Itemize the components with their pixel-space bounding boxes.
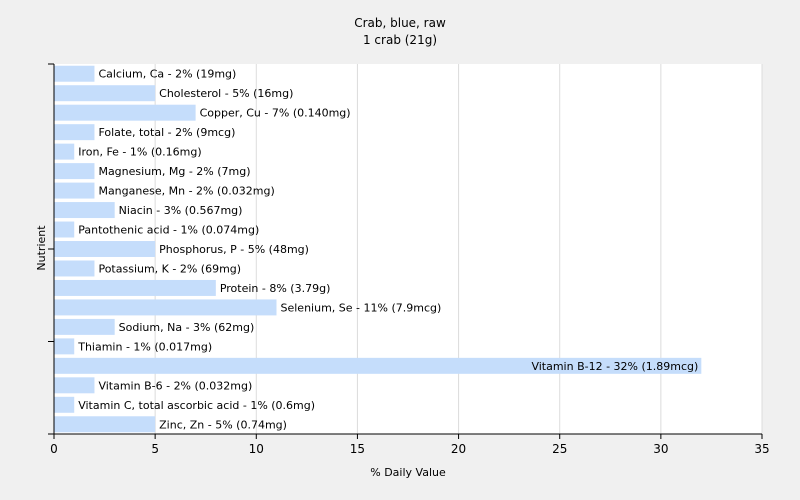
x-tick-label: 10 xyxy=(249,442,264,456)
x-tick-label: 20 xyxy=(451,442,466,456)
bar xyxy=(54,299,277,316)
chart-title: Crab, blue, raw xyxy=(354,16,446,30)
x-tick-label: 15 xyxy=(350,442,365,456)
bar xyxy=(54,143,75,160)
bar xyxy=(54,124,95,141)
bar xyxy=(54,357,702,374)
chart-subtitle: 1 crab (21g) xyxy=(363,33,437,47)
bar xyxy=(54,260,95,277)
x-tick-label: 25 xyxy=(552,442,567,456)
bar-label: Protein - 8% (3.79g) xyxy=(220,282,331,295)
x-tick-label: 30 xyxy=(653,442,668,456)
bar-label: Thiamin - 1% (0.017mg) xyxy=(77,340,212,353)
bar xyxy=(54,377,95,394)
bar-label: Magnesium, Mg - 2% (7mg) xyxy=(98,165,250,178)
bars: Calcium, Ca - 2% (19mg) Cholesterol - 5% … xyxy=(54,65,702,433)
bar-label: Zinc, Zn - 5% (0.74mg) xyxy=(159,418,287,431)
x-tick-label: 35 xyxy=(754,442,769,456)
bar xyxy=(54,104,196,121)
bar xyxy=(54,85,156,102)
x-axis-label: % Daily Value xyxy=(370,466,446,479)
bar xyxy=(54,65,95,82)
axes: 0 5 10 15 20 25 30 35 xyxy=(48,63,770,456)
bar-label: Potassium, K - 2% (69mg) xyxy=(98,262,241,275)
bar xyxy=(54,202,115,219)
bar xyxy=(54,163,95,180)
bar xyxy=(54,396,75,413)
bar-label: Vitamin B-6 - 2% (0.032mg) xyxy=(98,379,252,392)
bar-label: Calcium, Ca - 2% (19mg) xyxy=(98,68,236,81)
bar xyxy=(54,338,75,355)
bar-label: Copper, Cu - 7% (0.140mg) xyxy=(200,107,351,120)
bar-label: Vitamin C, total ascorbic acid - 1% (0.6… xyxy=(78,399,315,412)
bar-label: Selenium, Se - 11% (7.9mcg) xyxy=(281,301,442,314)
bar xyxy=(54,182,95,199)
bar-label: Cholesterol - 5% (16mg) xyxy=(159,87,293,100)
bar xyxy=(54,241,156,257)
y-axis-label: Nutrient xyxy=(35,225,48,271)
bar-label: Vitamin B-12 - 32% (1.89mcg) xyxy=(531,360,698,373)
bar-label: Folate, total - 2% (9mcg) xyxy=(98,126,235,139)
bar-label: Niacin - 3% (0.567mg) xyxy=(119,204,243,217)
x-tick-label: 5 xyxy=(151,442,159,456)
bar-label: Phosphorus, P - 5% (48mg) xyxy=(159,243,309,256)
bar xyxy=(54,279,216,296)
bar-label: Manganese, Mn - 2% (0.032mg) xyxy=(98,185,274,198)
bar xyxy=(54,416,156,433)
bar-label: Sodium, Na - 3% (62mg) xyxy=(119,321,255,334)
bar-label: Iron, Fe - 1% (0.16mg) xyxy=(78,146,201,159)
x-tick-label: 0 xyxy=(50,442,58,456)
bar xyxy=(54,221,75,238)
bar-label: Pantothenic acid - 1% (0.074mg) xyxy=(78,224,259,237)
bar xyxy=(54,318,115,335)
